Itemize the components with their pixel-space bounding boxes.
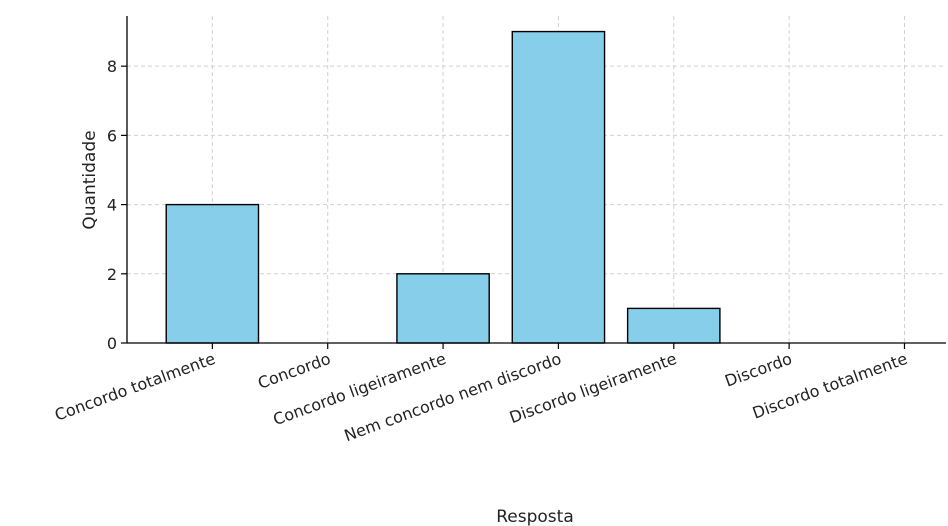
y-tick-label: 2 [107,265,117,284]
y-tick-label: 0 [107,334,117,353]
y-tick-label: 8 [107,57,117,76]
bar-4 [511,30,606,344]
bar-layer [165,30,721,344]
y-tick-label: 4 [107,196,117,215]
bar-5 [626,307,721,344]
y-tick-label: 6 [107,126,117,145]
bar-3 [396,273,490,344]
x-tick-label: Nem concordo nem discordo [342,349,564,445]
x-axis-title: Resposta [496,507,574,526]
x-tick-label: Concordo [255,349,333,393]
x-tick-label: Concordo totalmente [52,349,218,425]
bar-1 [165,203,260,344]
x-tick-label: Discordo [722,349,794,391]
axis-layer [126,16,946,344]
y-tick-labels: 0 2 4 6 8 [107,57,127,353]
y-axis-title: Quantidade [80,130,100,229]
